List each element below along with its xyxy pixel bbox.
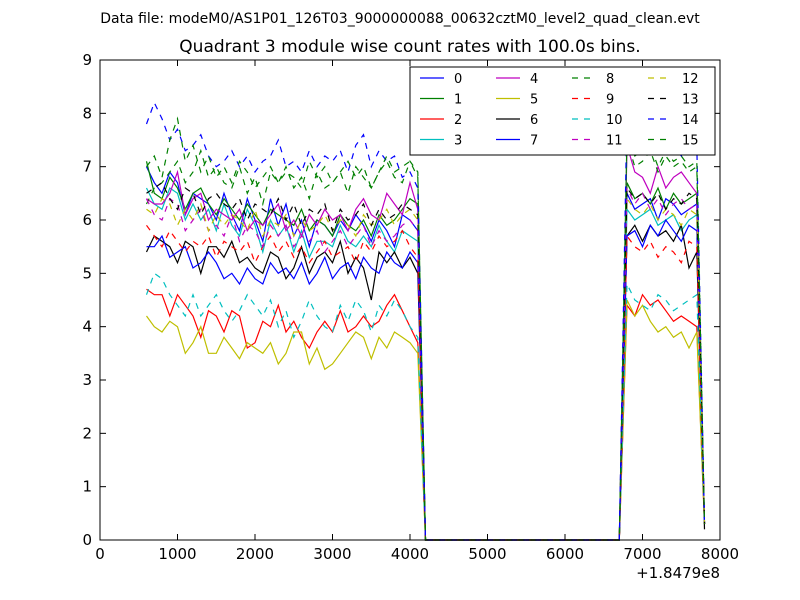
legend-label-15: 15 [682, 134, 699, 149]
x-tick-label: 7000 [623, 545, 661, 563]
plot-lines [145, 101, 706, 541]
x-tick-label: 3000 [313, 545, 351, 563]
series-line-6 [145, 223, 706, 541]
legend-label-13: 13 [682, 93, 699, 108]
series-line-10 [145, 272, 706, 541]
x-tick-label: 8000 [701, 545, 739, 563]
y-tick-label: 6 [82, 211, 92, 229]
legend-label-10: 10 [606, 113, 623, 128]
x-offset-label: +1.8479e8 [636, 564, 720, 582]
series-line-13 [146, 181, 706, 541]
legend-label-6: 6 [530, 113, 538, 128]
series-line-4 [146, 145, 706, 541]
legend-label-11: 11 [606, 134, 623, 149]
y-tick-label: 1 [82, 478, 92, 496]
series-line-2 [146, 288, 706, 541]
legend-label-12: 12 [682, 72, 699, 87]
x-tick-label: 0 [95, 545, 105, 563]
legend-box [409, 66, 716, 156]
legend-label-4: 4 [530, 72, 538, 87]
series-line-5 [146, 299, 706, 541]
y-tick-label: 5 [82, 264, 92, 282]
x-tick-label: 6000 [546, 545, 584, 563]
legend-label-1: 1 [454, 93, 462, 108]
legend-label-0: 0 [454, 72, 462, 87]
legend-label-8: 8 [606, 72, 614, 87]
legend-label-2: 2 [454, 113, 462, 128]
x-tick-label: 5000 [468, 545, 506, 563]
series-line-7 [146, 218, 706, 541]
y-tick-label: 2 [82, 424, 92, 442]
x-tick-label: 4000 [391, 545, 429, 563]
y-tick-label: 7 [82, 158, 92, 176]
chart-title: Quadrant 3 module wise count rates with … [179, 37, 640, 57]
legend-label-14: 14 [682, 113, 699, 128]
series-line-14 [145, 101, 706, 541]
y-tick-label: 8 [82, 104, 92, 122]
legend-label-9: 9 [606, 93, 614, 108]
legend-label-3: 3 [454, 134, 462, 149]
series-line-3 [145, 187, 706, 541]
y-tick-label: 4 [82, 318, 92, 336]
y-tick-label: 3 [82, 371, 92, 389]
axis-ticks: 0 1000 2000 3000 4000 5000 6000 7000 80000123456… [82, 51, 739, 563]
x-tick-label: 2000 [236, 545, 274, 563]
y-tick-label: 0 [82, 531, 92, 549]
y-tick-label: 9 [82, 51, 92, 69]
data-file-suptitle: Data file: modeM0/AS1P01_126T03_90000000… [100, 11, 700, 27]
legend-label-7: 7 [530, 134, 538, 149]
x-tick-label: 1000 [158, 545, 196, 563]
series-line-8 [145, 139, 706, 541]
legend-label-5: 5 [530, 93, 538, 108]
